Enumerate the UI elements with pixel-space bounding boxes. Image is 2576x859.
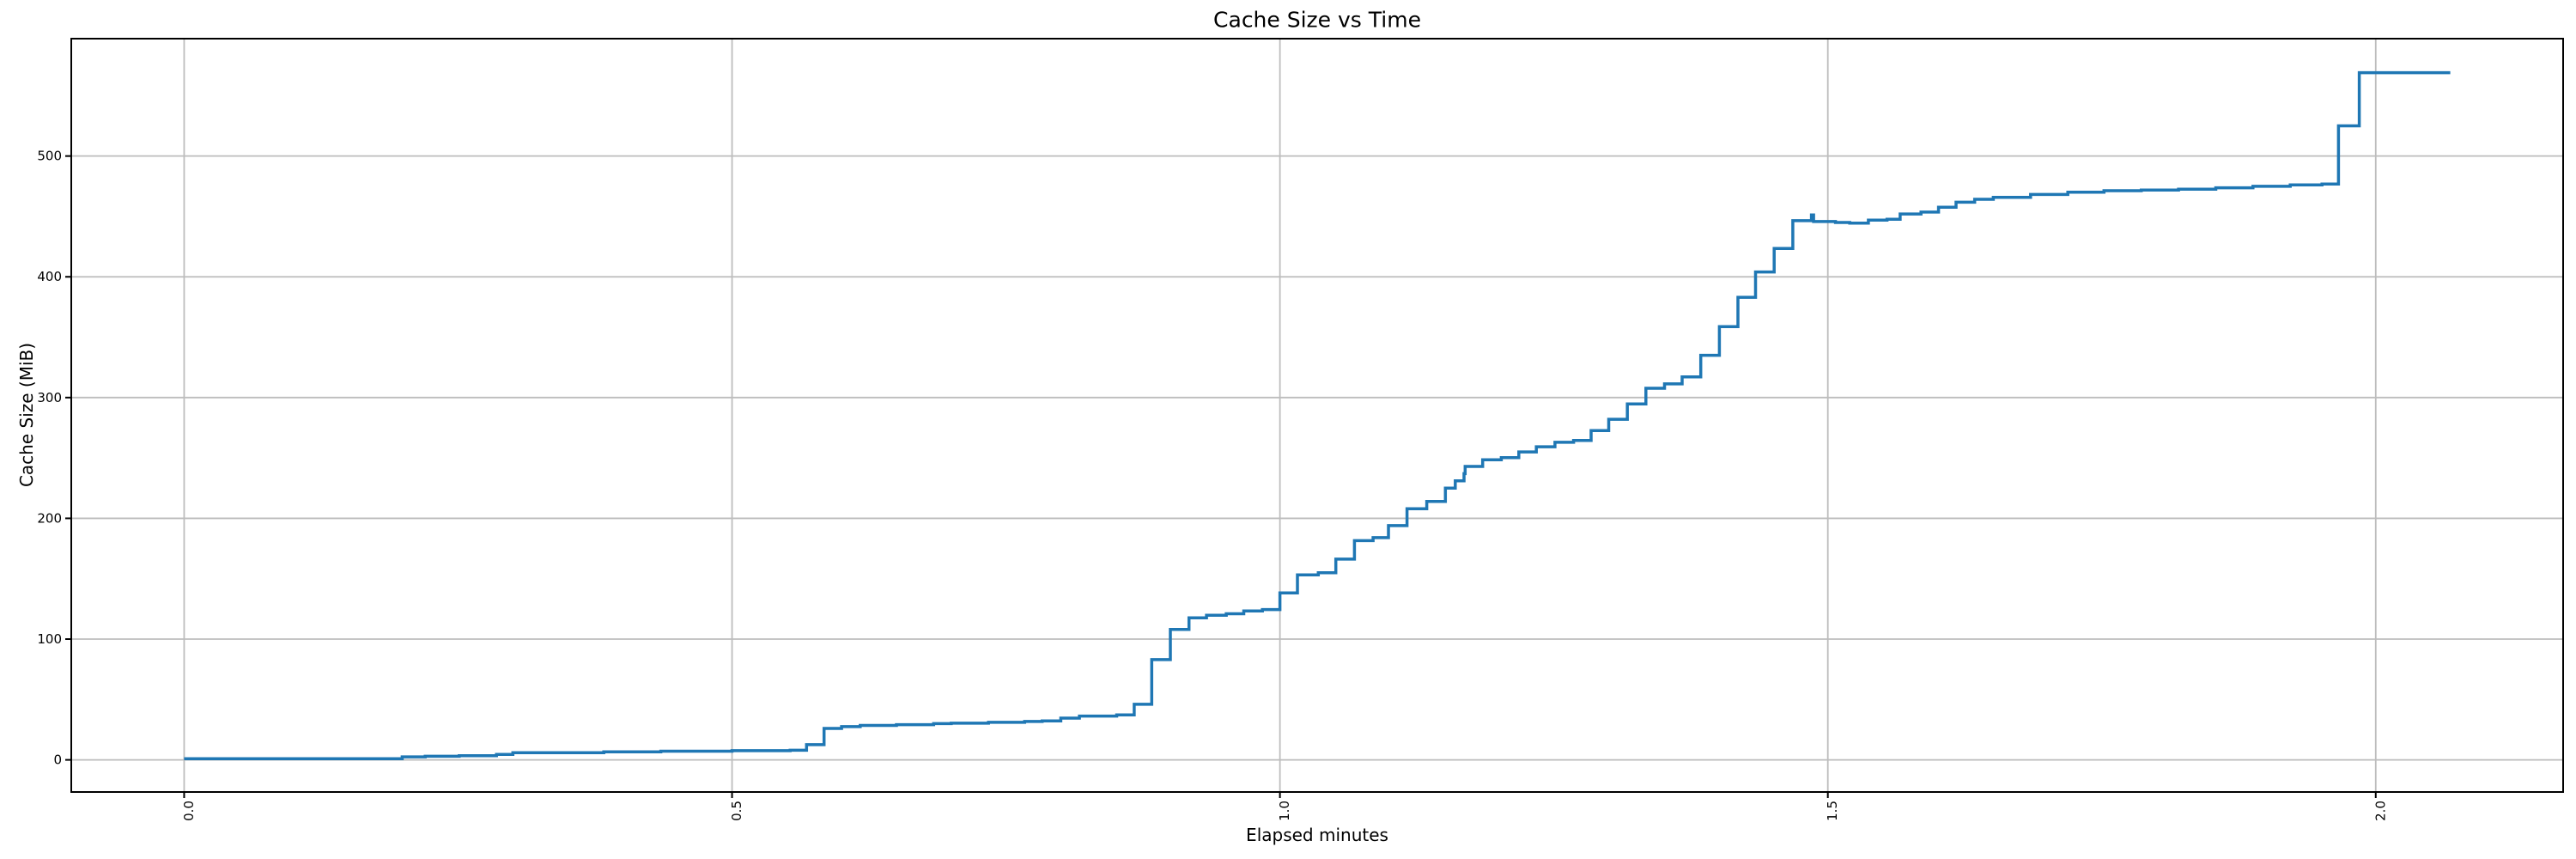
x-axis-label: Elapsed minutes	[1246, 825, 1388, 845]
x-tick-label: 1.0	[1277, 801, 1292, 821]
x-tick-label: 0.0	[181, 801, 197, 821]
chart-title: Cache Size vs Time	[1213, 7, 1421, 33]
plot-frame	[70, 38, 2564, 793]
y-tick-label: 0	[53, 752, 62, 768]
y-tick-label: 300	[37, 390, 62, 405]
y-tick-label: 500	[37, 149, 62, 164]
x-tick-label: 0.5	[729, 801, 744, 821]
cache-size-line	[184, 70, 2451, 760]
x-tick-label: 2.0	[2372, 801, 2388, 821]
y-tick-label: 200	[37, 510, 62, 526]
x-tick-label: 1.5	[1825, 801, 1840, 821]
y-tick-label: 100	[37, 631, 62, 647]
y-tick-label: 400	[37, 269, 62, 284]
